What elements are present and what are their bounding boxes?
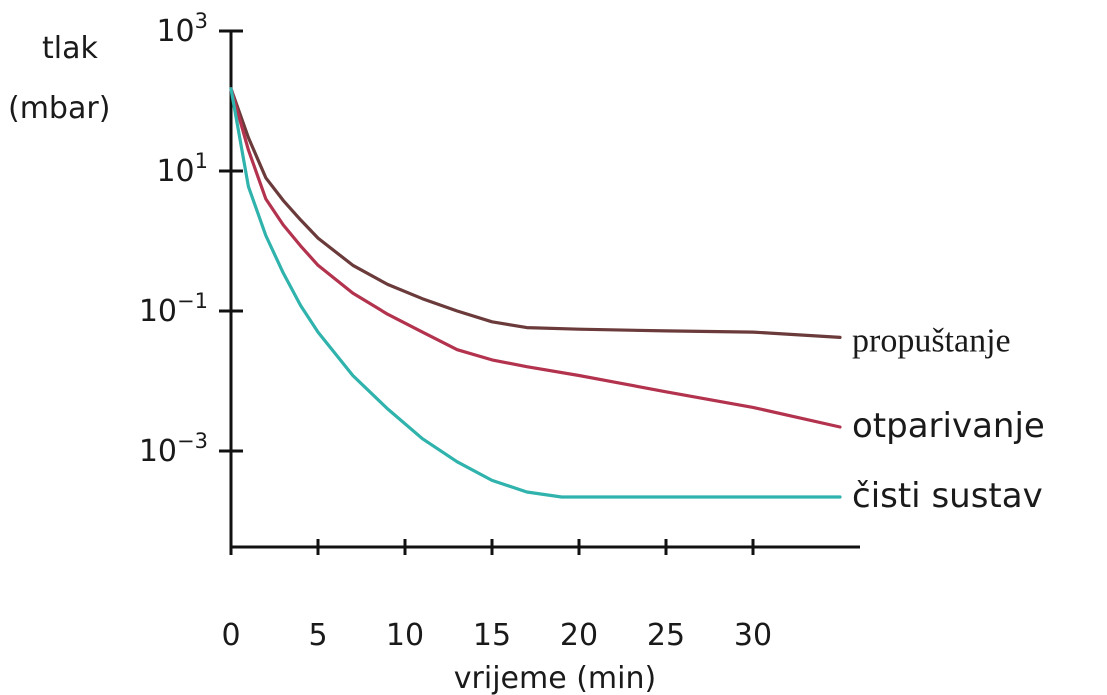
series-labels-layer: propuštanje otparivanje čisti sustav: [852, 322, 1045, 516]
x-tick-label: 0: [221, 618, 240, 653]
y-axis-title-line1: tlak: [42, 31, 98, 66]
x-tick-label: 25: [647, 618, 685, 653]
y-tick-label: 10−3: [139, 429, 208, 469]
series-label-2: otparivanje: [852, 406, 1045, 446]
x-tick-label: 10: [386, 618, 424, 653]
ticks-layer: 0 5 10 15 20 25 30 103 101 10−1 10−3: [139, 9, 772, 653]
x-tick-label: 30: [734, 618, 772, 653]
y-tick-label: 103: [156, 9, 208, 49]
series-label-3: čisti sustav: [852, 476, 1043, 516]
series-line-2: [229, 87, 842, 429]
x-axis-title: vrijeme (min): [454, 661, 656, 695]
x-tick-label: 20: [560, 618, 598, 653]
y-axis-title-line2: (mbar): [8, 91, 110, 126]
x-tick-label: 15: [473, 618, 511, 653]
y-tick-label: 10−1: [139, 289, 208, 329]
y-tick-label: 101: [156, 149, 208, 189]
x-tick-label: 5: [308, 618, 327, 653]
series-layer: [229, 87, 842, 499]
series-line-3: [229, 87, 842, 499]
series-label-1: propuštanje: [852, 322, 1011, 359]
series-line-1: [229, 87, 842, 339]
